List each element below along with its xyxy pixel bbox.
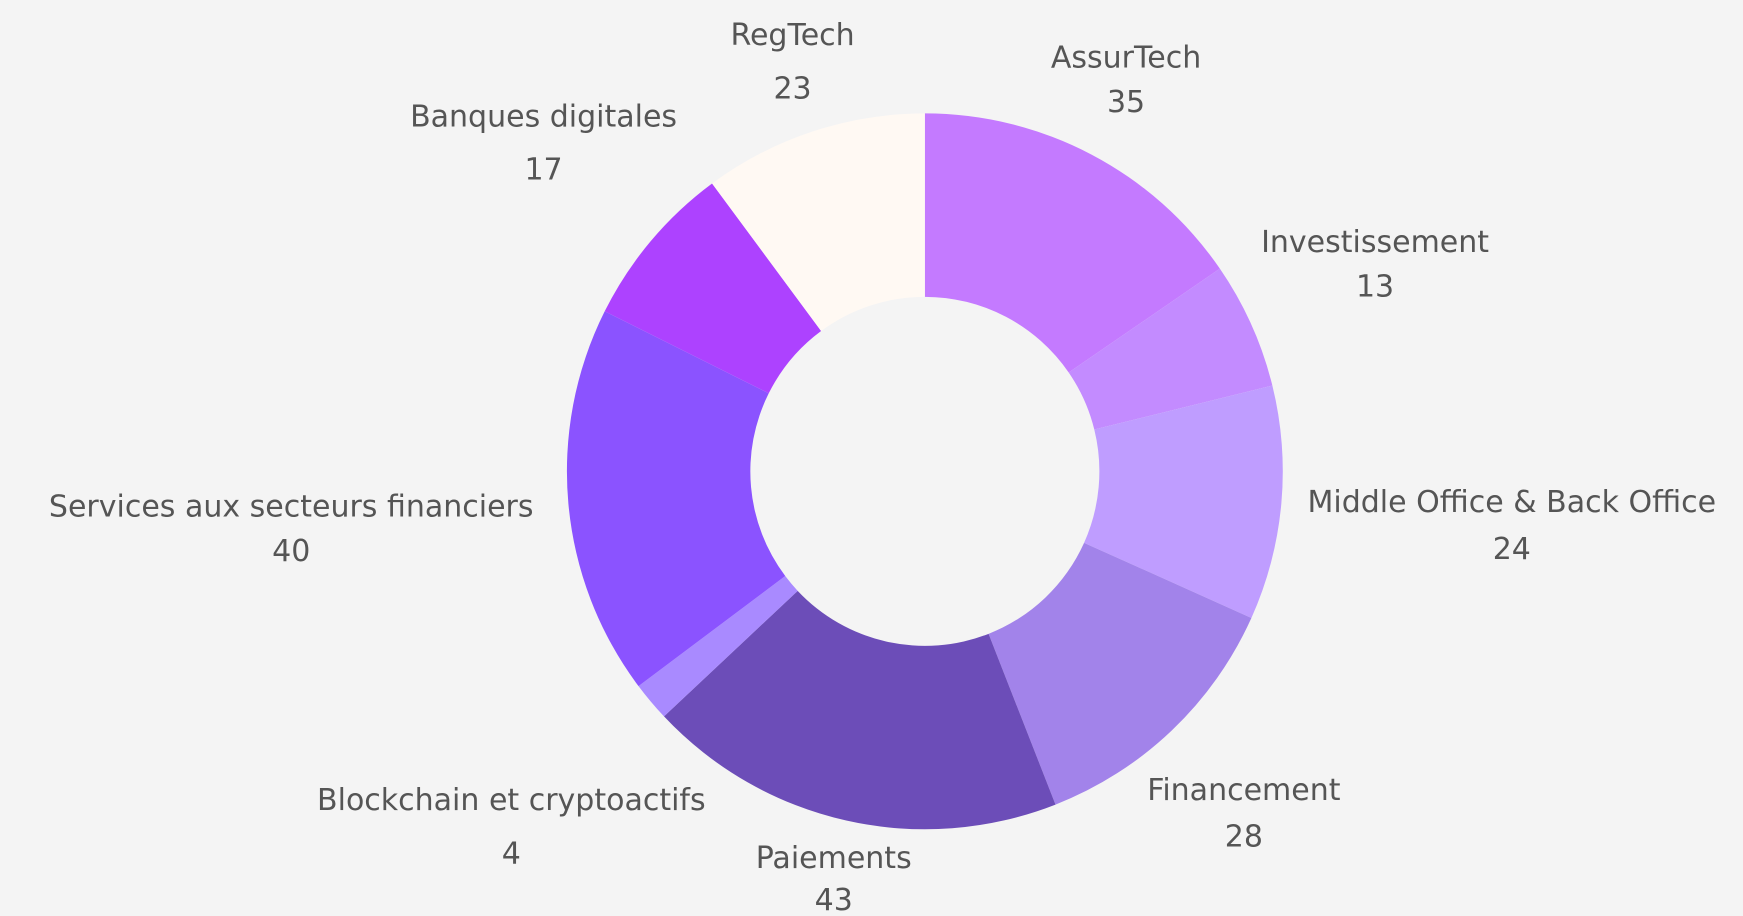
slice-value: 43	[815, 883, 853, 916]
slice-value: 24	[1493, 532, 1531, 567]
donut-slice	[566, 311, 786, 687]
donut-slice	[663, 590, 1056, 830]
slice-value: 35	[1107, 85, 1145, 120]
slice-value: 17	[524, 153, 562, 188]
slice-label: RegTech	[730, 18, 854, 53]
slice-label: Investissement	[1261, 225, 1489, 260]
donut-slice	[988, 542, 1252, 805]
slice-label: AssurTech	[1051, 40, 1201, 75]
slice-value: 23	[773, 72, 811, 107]
slice-value: 13	[1356, 269, 1394, 304]
donut-slice	[924, 113, 1220, 373]
slice-value: 28	[1225, 820, 1263, 855]
donut-slice	[712, 113, 925, 332]
slice-label: Financement	[1147, 773, 1340, 808]
slice-label: Paiements	[756, 841, 912, 876]
slice-label: Middle Office & Back Office	[1307, 485, 1716, 520]
donut-slice	[1068, 268, 1273, 430]
slice-label: Services aux secteurs financiers	[49, 490, 534, 525]
slice-label: Blockchain et cryptoactifs	[317, 783, 706, 818]
donut-slice	[1084, 385, 1283, 618]
slice-value: 4	[502, 836, 521, 871]
donut-slice	[638, 576, 798, 717]
slice-value: 40	[272, 534, 310, 569]
donut-slice	[604, 183, 822, 394]
slice-label: Banques digitales	[410, 99, 677, 134]
